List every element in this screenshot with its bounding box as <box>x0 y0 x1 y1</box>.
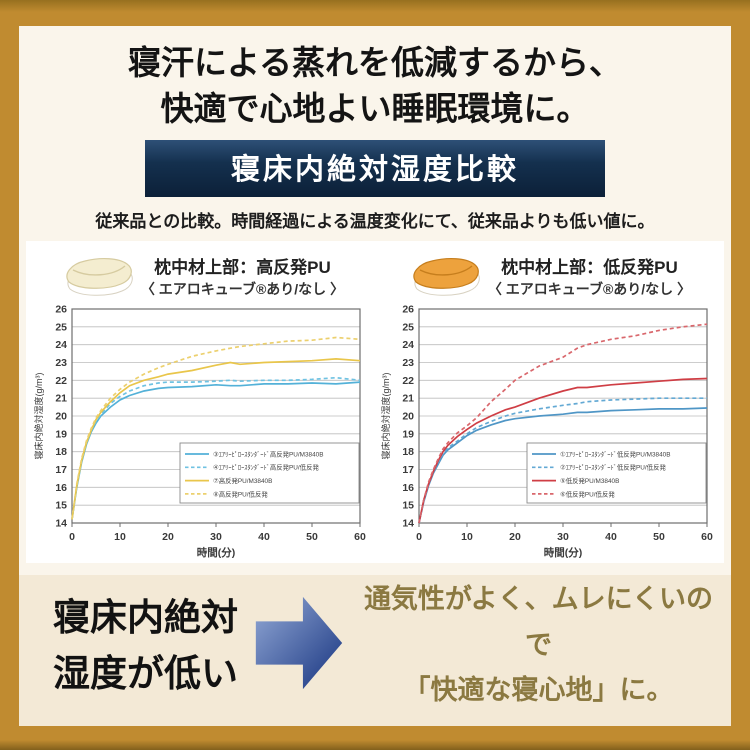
svg-text:18: 18 <box>55 446 67 458</box>
svg-text:16: 16 <box>402 482 414 494</box>
svg-text:寝床内絶対湿度(g/m³): 寝床内絶対湿度(g/m³) <box>33 373 44 460</box>
svg-text:①ｴｱﾘｰﾋﾟﾛｰｽﾀﾝﾀﾞｰﾄﾞ低反発PU/M3840B: ①ｴｱﾘｰﾋﾟﾛｰｽﾀﾝﾀﾞｰﾄﾞ低反発PU/M3840B <box>560 449 670 458</box>
title-line-2: 快適で心地よい睡眠環境に。 <box>160 89 590 127</box>
banner-label: 寝床内絶対湿度比較 <box>230 154 519 187</box>
svg-text:60: 60 <box>354 531 366 543</box>
svg-text:19: 19 <box>55 428 67 440</box>
svg-text:30: 30 <box>557 531 569 543</box>
orange-pillow-icon <box>413 258 480 296</box>
svg-text:⑦高反発PU/M3840B: ⑦高反発PU/M3840B <box>213 476 272 485</box>
svg-text:40: 40 <box>605 531 617 543</box>
page: 寝汗による蒸れを低減するから、 快適で心地よい睡眠環境に。 寝床内絶対湿度比較 … <box>19 26 731 726</box>
conclusion-right-text: 通気性がよく、ムレにくいので 「快適な寝心地」に。 <box>363 583 714 706</box>
right-arrow-icon <box>254 591 344 700</box>
svg-text:22: 22 <box>402 375 414 387</box>
svg-text:23: 23 <box>402 357 414 369</box>
svg-text:19: 19 <box>402 428 414 440</box>
svg-text:40: 40 <box>258 531 270 543</box>
svg-text:0: 0 <box>416 531 422 543</box>
svg-text:14: 14 <box>55 518 67 530</box>
svg-text:10: 10 <box>461 531 473 543</box>
svg-text:0: 0 <box>69 531 75 543</box>
svg-text:50: 50 <box>306 531 318 543</box>
chart-subtitle: 〈 エアロキューブ®あり/なし 〉 <box>487 281 692 298</box>
svg-text:⑧高反発PU/低反発: ⑧高反発PU/低反発 <box>213 489 268 498</box>
svg-text:20: 20 <box>509 531 521 543</box>
svg-text:16: 16 <box>55 482 67 494</box>
svg-text:30: 30 <box>210 531 222 543</box>
svg-text:時間(分): 時間(分) <box>196 546 235 559</box>
svg-text:17: 17 <box>55 464 67 476</box>
svg-text:24: 24 <box>402 339 414 351</box>
line-chart: 14 15 16 17 18 19 20 21 22 23 24 25 26 0 10 20 30 40 50 60 ①… <box>380 304 713 560</box>
title-line-1: 寝汗による蒸れを低減するから、 <box>127 44 622 81</box>
svg-text:25: 25 <box>402 321 414 333</box>
svg-text:⑥低反発PU/低反発: ⑥低反発PU/低反発 <box>560 489 615 498</box>
chart-panel: 枕中材上部：高反発PU 〈 エアロキューブ®あり/なし 〉 14 15 16 17 18… <box>26 241 724 564</box>
svg-text:15: 15 <box>55 500 67 512</box>
chart-header-low-rebound: 枕中材上部：低反発PU 〈 エアロキューブ®あり/なし 〉 <box>375 249 722 303</box>
conclusion-section: 寝床内絶対 湿度が低い 通気性がよく、ムレにくいので 「快適な寝心地」に。 <box>19 575 731 726</box>
svg-text:時間(分): 時間(分) <box>543 546 582 559</box>
svg-text:20: 20 <box>55 411 67 423</box>
humidity-chart-high-rebound: 14 15 16 17 18 19 20 21 22 23 24 25 26 0 10 20 30 40 50 60 ③… <box>32 303 372 560</box>
svg-text:10: 10 <box>114 531 126 543</box>
svg-text:50: 50 <box>653 531 665 543</box>
cream-pillow-icon <box>66 258 133 296</box>
comparison-banner: 寝床内絶対湿度比較 <box>145 140 605 198</box>
svg-text:21: 21 <box>55 393 67 405</box>
svg-text:寝床内絶対湿度(g/m³): 寝床内絶対湿度(g/m³) <box>380 373 391 460</box>
chart-subtitle: 〈 エアロキューブ®あり/なし 〉 <box>140 281 345 298</box>
chart-titles: 枕中材上部：低反発PU 〈 エアロキューブ®あり/なし 〉 <box>488 253 691 299</box>
humidity-chart-low-rebound: 14 15 16 17 18 19 20 21 22 23 24 25 26 0 10 20 30 40 50 60 ①… <box>379 303 719 560</box>
svg-text:20: 20 <box>162 531 174 543</box>
svg-text:②ｴｱﾘｰﾋﾟﾛｰｽﾀﾝﾀﾞｰﾄﾞ低反発PU/低反発: ②ｴｱﾘｰﾋﾟﾛｰｽﾀﾝﾀﾞｰﾄﾞ低反発PU/低反発 <box>560 463 666 472</box>
svg-text:25: 25 <box>55 321 67 333</box>
svg-text:24: 24 <box>55 339 67 351</box>
svg-text:⑤低反発PU/M3840B: ⑤低反発PU/M3840B <box>560 476 619 485</box>
chart-block-low-rebound: 枕中材上部：低反発PU 〈 エアロキューブ®あり/なし 〉 14 15 16 17 18… <box>375 249 722 559</box>
subtitle: 従来品との比較。時間経過による温度変化にて、従来品よりも低い値に。 <box>95 212 655 232</box>
svg-text:26: 26 <box>402 304 414 316</box>
svg-text:18: 18 <box>402 446 414 458</box>
svg-text:④ｴｱﾘｰﾋﾟﾛｰｽﾀﾝﾀﾞｰﾄﾞ高反発PU/低反発: ④ｴｱﾘｰﾋﾟﾛｰｽﾀﾝﾀﾞｰﾄﾞ高反発PU/低反発 <box>213 463 319 472</box>
svg-text:60: 60 <box>701 531 713 543</box>
chart-title: 枕中材上部：低反発PU <box>501 258 678 278</box>
chart-header-high-rebound: 枕中材上部：高反発PU 〈 エアロキューブ®あり/なし 〉 <box>28 249 375 303</box>
svg-text:23: 23 <box>55 357 67 369</box>
svg-text:15: 15 <box>402 500 414 512</box>
page-title: 寝汗による蒸れを低減するから、 快適で心地よい睡眠環境に。 <box>19 40 731 131</box>
chart-title: 枕中材上部：高反発PU <box>154 258 331 278</box>
chart-block-high-rebound: 枕中材上部：高反発PU 〈 エアロキューブ®あり/なし 〉 14 15 16 17 18… <box>28 249 375 559</box>
conclusion-left-text: 寝床内絶対 湿度が低い <box>53 597 238 694</box>
svg-text:26: 26 <box>55 304 67 316</box>
svg-text:17: 17 <box>402 464 414 476</box>
svg-text:14: 14 <box>402 518 414 530</box>
svg-text:21: 21 <box>402 393 414 405</box>
svg-text:22: 22 <box>55 375 67 387</box>
line-chart: 14 15 16 17 18 19 20 21 22 23 24 25 26 0 10 20 30 40 50 60 ③… <box>33 304 366 560</box>
svg-text:20: 20 <box>402 411 414 423</box>
chart-titles: 枕中材上部：高反発PU 〈 エアロキューブ®あり/なし 〉 <box>141 253 344 299</box>
svg-text:③ｴｱﾘｰﾋﾟﾛｰｽﾀﾝﾀﾞｰﾄﾞ高反発PU/M3840B: ③ｴｱﾘｰﾋﾟﾛｰｽﾀﾝﾀﾞｰﾄﾞ高反発PU/M3840B <box>213 449 323 458</box>
